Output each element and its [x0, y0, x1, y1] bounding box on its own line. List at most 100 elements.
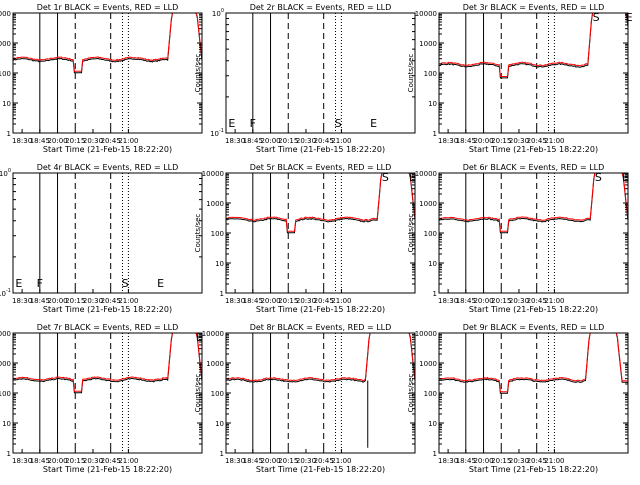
x-tick-label: 20:00 — [47, 297, 67, 305]
x-tick-label: 20:45 — [314, 457, 334, 465]
y-tick-label: 10000 — [0, 10, 11, 18]
x-tick-label: 18:45 — [456, 297, 476, 305]
x-tick-label: 18:30 — [438, 457, 458, 465]
y-tick-label: 1 — [433, 130, 437, 138]
y-tick-label: 10 — [215, 420, 224, 428]
chart-title: Det 1r BLACK = Events, RED = LLD — [37, 3, 179, 12]
x-tick-label: 21:00 — [544, 137, 564, 145]
y-tick-label: 1 — [220, 290, 224, 298]
x-tick-label: 21:00 — [544, 297, 564, 305]
event-marker-label: E — [15, 277, 22, 290]
event-marker-label: E — [370, 117, 377, 130]
x-tick-label: 20:15 — [491, 297, 511, 305]
x-tick-label: 18:45 — [30, 457, 50, 465]
x-tick-label: 18:30 — [12, 137, 32, 145]
x-tick-label: 20:30 — [83, 297, 103, 305]
y-tick-label: 10 — [428, 420, 437, 428]
x-axis-label: Start Time (21-Feb-15 18:22:20) — [256, 465, 385, 474]
x-tick-label: 18:45 — [243, 297, 263, 305]
x-tick-label: 20:00 — [47, 137, 67, 145]
x-axis-label: Start Time (21-Feb-15 18:22:20) — [469, 305, 598, 314]
y-tick-label: 100 — [212, 8, 224, 18]
y-tick-label: 10 — [2, 420, 11, 428]
events-series-line — [438, 332, 629, 394]
x-tick-label: 18:45 — [243, 137, 263, 145]
x-tick-label: 20:00 — [473, 457, 493, 465]
event-marker-label: F — [250, 117, 256, 130]
event-marker-label: S — [595, 171, 602, 184]
x-tick-label: 21:00 — [544, 457, 564, 465]
event-marker-label: S — [382, 171, 389, 184]
y-tick-label: 10000 — [202, 330, 224, 338]
y-axis-label: Counts/sec — [194, 214, 202, 253]
event-marker-label: S — [593, 11, 600, 24]
y-tick-label: 100 — [424, 230, 437, 238]
x-tick-label: 20:00 — [47, 457, 67, 465]
plot-frame — [438, 172, 629, 294]
y-tick-label: 1 — [7, 450, 11, 458]
x-tick-label: 20:45 — [314, 297, 334, 305]
x-axis-label: Start Time (21-Feb-15 18:22:20) — [43, 305, 172, 314]
x-tick-label: 20:45 — [527, 297, 547, 305]
event-marker-label: E — [626, 11, 633, 24]
y-tick-label: 1000 — [206, 200, 224, 208]
x-tick-label: 18:30 — [225, 137, 245, 145]
y-tick-label: 100 — [211, 230, 224, 238]
x-tick-label: 20:15 — [278, 457, 298, 465]
y-axis-label: Counts/sec — [407, 54, 415, 93]
x-tick-label: 21:00 — [331, 297, 351, 305]
y-tick-label: 10 — [215, 260, 224, 268]
x-tick-label: 20:15 — [65, 137, 85, 145]
x-axis-label: Start Time (21-Feb-15 18:22:20) — [43, 465, 172, 474]
y-tick-label: 10 — [428, 260, 437, 268]
x-tick-label: 20:45 — [527, 457, 547, 465]
x-axis-label: Start Time (21-Feb-15 18:22:20) — [256, 305, 385, 314]
event-marker-label: S — [335, 117, 342, 130]
y-axis-label: Counts/sec — [407, 214, 415, 253]
y-tick-label: 10 — [428, 100, 437, 108]
x-tick-label: 20:30 — [83, 457, 103, 465]
x-axis-label: Start Time (21-Feb-15 18:22:20) — [256, 145, 385, 154]
events-series-line — [12, 332, 203, 394]
x-tick-label: 18:45 — [30, 137, 50, 145]
x-axis-label: Start Time (21-Feb-15 18:22:20) — [469, 465, 598, 474]
y-tick-label: 10000 — [0, 330, 11, 338]
y-tick-label: 10-1 — [0, 288, 11, 298]
lld-series-line — [225, 332, 416, 382]
y-tick-label: 100 — [211, 390, 224, 398]
x-tick-label: 20:45 — [314, 137, 334, 145]
y-tick-label: 100 — [0, 390, 11, 398]
x-tick-label: 20:00 — [260, 137, 280, 145]
chart-panel: Det 8r BLACK = Events, RED = LLD 1 10 100 10… — [194, 323, 416, 474]
y-tick-label: 10000 — [415, 330, 437, 338]
lld-series-line — [438, 332, 629, 393]
x-tick-label: 18:30 — [12, 297, 32, 305]
y-tick-label: 1 — [220, 450, 224, 458]
x-tick-label: 20:45 — [101, 137, 121, 145]
x-tick-label: 20:15 — [278, 297, 298, 305]
x-tick-label: 20:15 — [491, 137, 511, 145]
chart-panel: Det 7r BLACK = Events, RED = LLDE1101001… — [0, 323, 203, 474]
x-tick-label: 20:15 — [65, 457, 85, 465]
x-axis-label: Start Time (21-Feb-15 18:22:20) — [469, 145, 598, 154]
chart-panel: Det 4r BLACK = Events, RED = LLD E F S E 10-1… — [0, 163, 203, 314]
x-tick-label: 18:30 — [12, 457, 32, 465]
event-marker-label: S — [122, 277, 129, 290]
x-tick-label: 18:30 — [225, 457, 245, 465]
x-tick-label: 20:15 — [65, 297, 85, 305]
y-tick-label: 10000 — [202, 170, 224, 178]
chart-title: Det 7r BLACK = Events, RED = LLD — [37, 323, 179, 332]
x-tick-label: 20:45 — [101, 297, 121, 305]
x-tick-label: 20:00 — [260, 297, 280, 305]
y-tick-label: 1000 — [206, 360, 224, 368]
event-marker-label: E — [157, 277, 164, 290]
x-tick-label: 20:30 — [509, 457, 529, 465]
x-tick-label: 18:45 — [30, 297, 50, 305]
y-tick-label: 100 — [424, 390, 437, 398]
x-tick-label: 20:30 — [296, 297, 316, 305]
x-tick-label: 18:45 — [456, 137, 476, 145]
